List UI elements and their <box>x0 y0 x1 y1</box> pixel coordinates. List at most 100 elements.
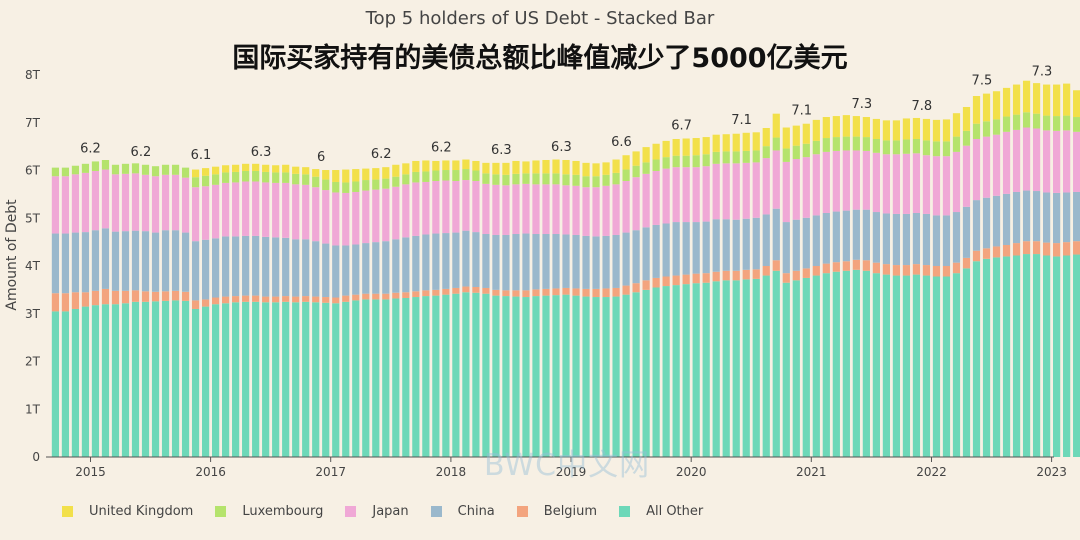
bar-segment-china <box>512 234 520 291</box>
bar-segment-united-kingdom <box>992 91 1001 120</box>
bar-segment-china <box>212 238 220 298</box>
bar-segment-belgium <box>171 290 180 301</box>
bar-segment-all-other <box>352 300 360 457</box>
bar-segment-china <box>1012 191 1021 244</box>
legend-item-japan[interactable]: Japan <box>345 504 409 519</box>
total-annotation: 6.1 <box>191 148 212 163</box>
legend-item-china[interactable]: China <box>430 504 495 519</box>
bar-segment-united-kingdom <box>201 168 210 176</box>
bar-segment-united-kingdom <box>372 168 380 180</box>
legend-item-all-other[interactable]: All Other <box>619 504 703 519</box>
bar-segment-united-kingdom <box>272 165 280 173</box>
bar-segment-china <box>332 245 340 298</box>
bar-segment-united-kingdom <box>222 165 230 173</box>
bar-segment-all-other <box>161 300 170 457</box>
bar-segment-china <box>342 245 350 296</box>
bar-segment-japan <box>312 187 320 242</box>
bar-segment-luxembourg <box>912 138 921 154</box>
legend-swatch <box>62 506 73 517</box>
legend-label: Belgium <box>543 504 598 519</box>
legend-item-united-kingdom[interactable]: United Kingdom <box>62 504 193 519</box>
bar-segment-japan <box>702 166 710 222</box>
y-tick-label: 2T <box>25 355 41 369</box>
bar-segment-all-other <box>572 295 580 457</box>
bar-segment-belgium <box>161 291 170 301</box>
bar-segment-belgium <box>822 263 830 274</box>
bar-segment-japan <box>362 190 370 244</box>
bar-segment-united-kingdom <box>191 169 200 178</box>
bar-segment-all-other <box>532 296 540 457</box>
bar-segment-luxembourg <box>592 176 600 188</box>
bar-segment-japan <box>262 182 270 237</box>
bar-segment-all-other <box>942 276 951 457</box>
bar-segment-china <box>672 222 680 276</box>
bar-segment-luxembourg <box>342 182 350 193</box>
bar-segment-all-other <box>302 301 310 457</box>
bar-segment-china <box>392 239 400 293</box>
bar-segment-japan <box>462 180 470 231</box>
bar-segment-japan <box>592 187 600 237</box>
bar-segment-china <box>942 215 951 266</box>
bar-segment-china <box>612 234 620 288</box>
x-tick-label: 2017 <box>315 465 346 479</box>
bar-segment-belgium <box>302 296 310 302</box>
bar-segment-united-kingdom <box>732 133 740 152</box>
bar-segment-japan <box>1063 130 1071 193</box>
bar-segment-belgium <box>201 299 210 307</box>
bar-segment-all-other <box>972 261 981 457</box>
bar-segment-belgium <box>702 273 710 283</box>
bar-segment-luxembourg <box>1012 114 1021 130</box>
legend-item-belgium[interactable]: Belgium <box>516 504 598 519</box>
total-annotation: 6.2 <box>80 141 101 156</box>
bar-segment-united-kingdom <box>642 147 650 163</box>
bar-segment-belgium <box>762 266 770 276</box>
bar-segment-belgium <box>252 295 260 302</box>
bar-segment-china <box>1073 191 1080 242</box>
bar-segment-united-kingdom <box>982 93 991 122</box>
total-annotation: 6.3 <box>251 145 272 160</box>
bar-segment-luxembourg <box>51 167 60 177</box>
bar-segment-china <box>582 235 590 289</box>
bar-segment-china <box>532 234 540 290</box>
bar-segment-china <box>992 195 1001 247</box>
bar-segment-all-other <box>762 275 770 457</box>
legend-item-luxembourg[interactable]: Luxembourg <box>215 504 323 519</box>
bar-segment-belgium <box>412 291 420 298</box>
bar-segment-china <box>732 219 740 271</box>
bar-segment-japan <box>452 181 460 233</box>
bar-segment-all-other <box>932 276 941 457</box>
bar-segment-china <box>201 239 210 300</box>
bar-segment-luxembourg <box>462 169 470 181</box>
bar-segment-belgium <box>662 276 670 287</box>
bar-segment-japan <box>252 181 260 236</box>
bar-segment-japan <box>151 176 160 233</box>
bar-segment-japan <box>782 161 790 223</box>
bar-segment-china <box>632 230 640 284</box>
bar-segment-belgium <box>191 300 200 309</box>
bar-segment-china <box>312 241 320 297</box>
bar-segment-china <box>462 230 470 287</box>
bar-segment-all-other <box>732 280 740 457</box>
bar-segment-belgium <box>552 288 560 296</box>
bar-segment-china <box>442 233 450 289</box>
bar-segment-all-other <box>61 311 70 457</box>
bar-segment-belgium <box>642 280 650 290</box>
bar-segment-belgium <box>622 285 630 295</box>
bar-segment-luxembourg <box>992 119 1001 135</box>
bar-segment-all-other <box>432 295 440 457</box>
bar-segment-luxembourg <box>222 172 230 183</box>
bar-segment-japan <box>161 174 170 231</box>
bar-segment-all-other <box>1022 254 1031 457</box>
bar-segment-japan <box>742 162 750 219</box>
bar-segment-japan <box>201 186 210 240</box>
bar-segment-luxembourg <box>632 165 640 178</box>
bar-segment-all-other <box>722 280 730 457</box>
bar-segment-china <box>972 200 981 251</box>
bar-segment-all-other <box>862 270 870 457</box>
bar-segment-japan <box>402 184 410 238</box>
bar-segment-belgium <box>612 287 620 297</box>
x-tick-label: 2019 <box>556 465 587 479</box>
bar-segment-belgium <box>632 283 640 293</box>
bar-segment-japan <box>622 181 630 233</box>
